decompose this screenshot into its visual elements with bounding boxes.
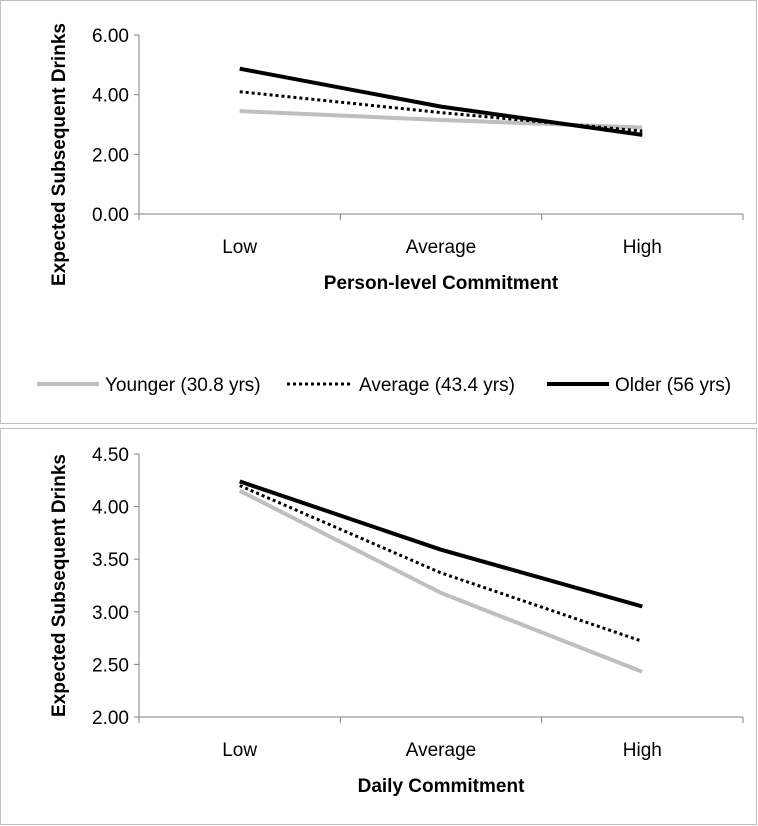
series-line-younger bbox=[238, 489, 644, 674]
y-tick-label: 2.00 bbox=[92, 708, 129, 729]
y-tick-label: 6.00 bbox=[92, 26, 129, 47]
daily-chart: 2.00 2.50 3.00 3.50 4.00 4.50 Low Average High Da… bbox=[49, 445, 744, 797]
x-tick-label: Low bbox=[222, 237, 257, 258]
x-axis-title: Daily Commitment bbox=[358, 776, 525, 797]
x-tick-label: Low bbox=[222, 740, 257, 761]
person-level-chart: 0.00 2.00 4.00 6.00 Low Average High Person-lev… bbox=[37, 23, 744, 396]
y-tick-label: 4.00 bbox=[92, 86, 129, 107]
y-axis-title: Expected Subsequent Drinks bbox=[49, 454, 70, 717]
series-line-average bbox=[239, 484, 643, 643]
x-tick-label: Average bbox=[406, 237, 476, 258]
chart-panel-daily: 2.00 2.50 3.00 3.50 4.00 4.50 Low Average High Da… bbox=[0, 428, 757, 825]
legend-label: Younger (30.8 yrs) bbox=[105, 375, 261, 396]
y-tick-label: 2.00 bbox=[92, 145, 129, 166]
x-tick-label: High bbox=[623, 237, 662, 258]
series-line-older bbox=[239, 66, 643, 137]
y-axis-title: Expected Subsequent Drinks bbox=[49, 23, 70, 286]
x-tick-label: Average bbox=[406, 740, 476, 761]
y-tick-label: 4.00 bbox=[92, 498, 129, 519]
y-tick-label: 4.50 bbox=[92, 445, 129, 466]
chart-panel-person-level: 0.00 2.00 4.00 6.00 Low Average High Person-lev… bbox=[0, 0, 757, 424]
x-tick-label: High bbox=[623, 740, 662, 761]
y-tick-label: 2.50 bbox=[92, 655, 129, 676]
legend-label: Older (56 yrs) bbox=[615, 375, 731, 396]
series-line-older bbox=[239, 479, 643, 609]
y-tick-label: 0.00 bbox=[92, 205, 129, 226]
x-axis-title: Person-level Commitment bbox=[324, 273, 559, 294]
y-tick-label: 3.50 bbox=[92, 550, 129, 571]
y-tick-label: 3.00 bbox=[92, 603, 129, 624]
legend-label: Average (43.4 yrs) bbox=[359, 375, 515, 396]
